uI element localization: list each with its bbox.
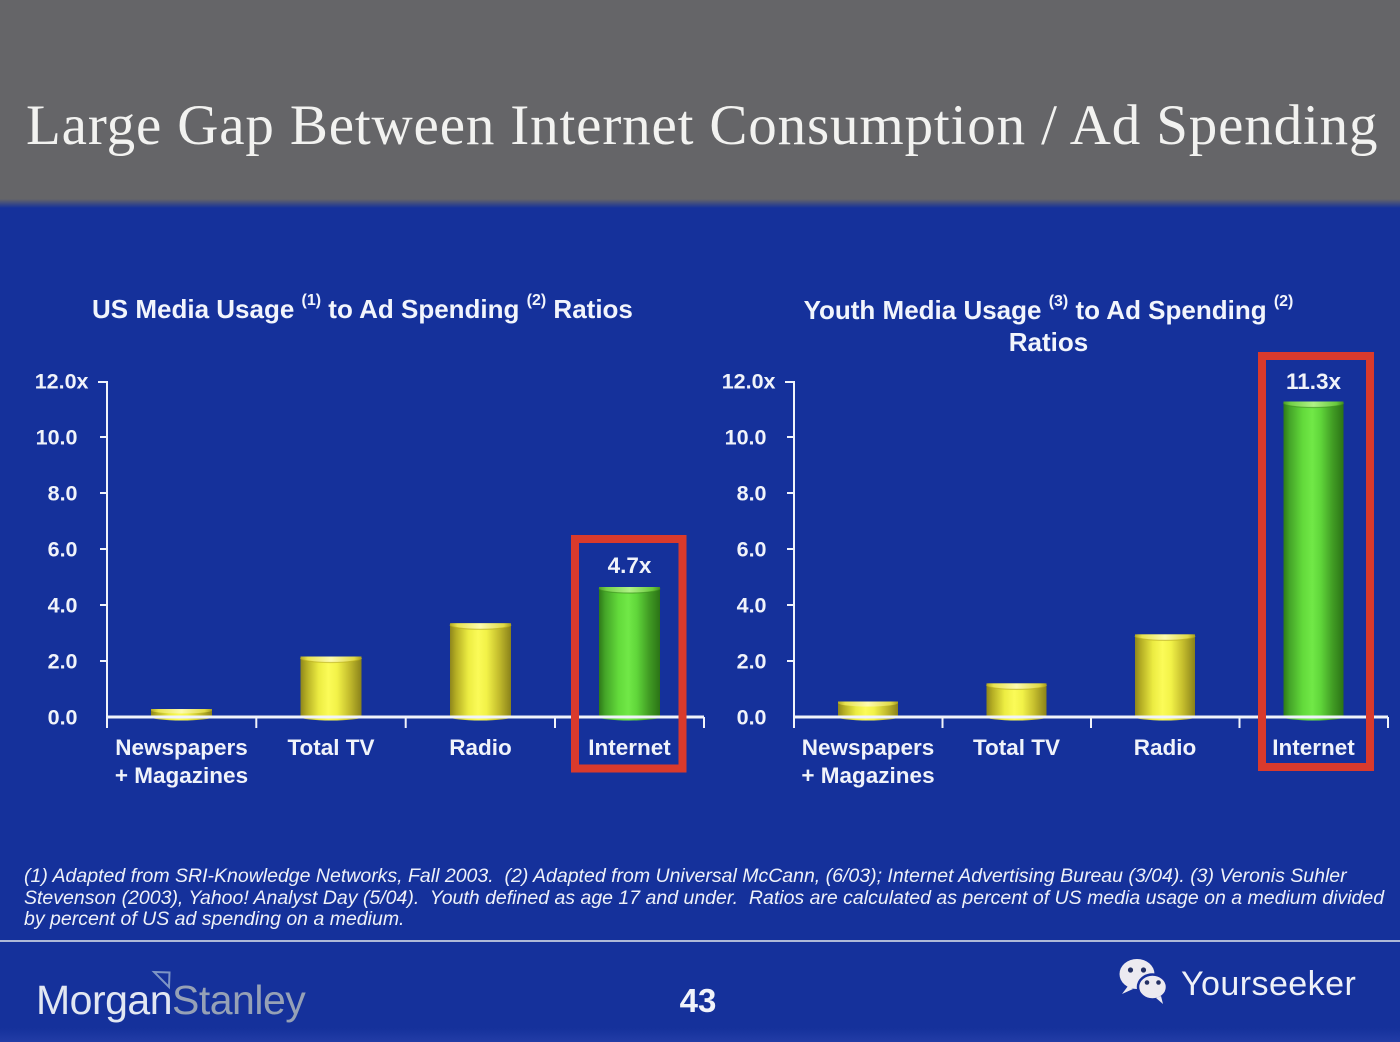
- svg-text:0.0: 0.0: [737, 706, 767, 730]
- svg-text:10.0: 10.0: [725, 426, 767, 450]
- svg-text:4.0: 4.0: [737, 594, 767, 618]
- svg-text:10.0: 10.0: [36, 426, 78, 450]
- svg-text:2.0: 2.0: [48, 650, 78, 674]
- svg-text:6.0: 6.0: [48, 538, 78, 562]
- svg-text:2.0: 2.0: [737, 650, 767, 674]
- svg-text:0.0: 0.0: [48, 706, 78, 730]
- svg-text:12.0x: 12.0x: [722, 370, 776, 394]
- svg-text:Total TV: Total TV: [973, 735, 1060, 760]
- svg-text:4.7x: 4.7x: [608, 553, 652, 578]
- svg-text:6.0: 6.0: [737, 538, 767, 562]
- svg-text:8.0: 8.0: [48, 482, 78, 506]
- svg-text:Total TV: Total TV: [287, 735, 374, 760]
- svg-text:Radio: Radio: [1134, 735, 1197, 760]
- svg-text:11.3x: 11.3x: [1286, 369, 1342, 394]
- svg-text:Internet: Internet: [1272, 735, 1355, 760]
- svg-text:+ Magazines: + Magazines: [115, 763, 248, 788]
- svg-text:12.0x: 12.0x: [35, 370, 89, 394]
- svg-text:4.0: 4.0: [48, 594, 78, 618]
- svg-text:Newspapers: Newspapers: [802, 735, 935, 760]
- svg-text:Internet: Internet: [588, 735, 671, 760]
- svg-text:Radio: Radio: [449, 735, 512, 760]
- svg-text:+ Magazines: + Magazines: [801, 763, 934, 788]
- svg-text:8.0: 8.0: [737, 482, 767, 506]
- svg-text:Newspapers: Newspapers: [115, 735, 248, 760]
